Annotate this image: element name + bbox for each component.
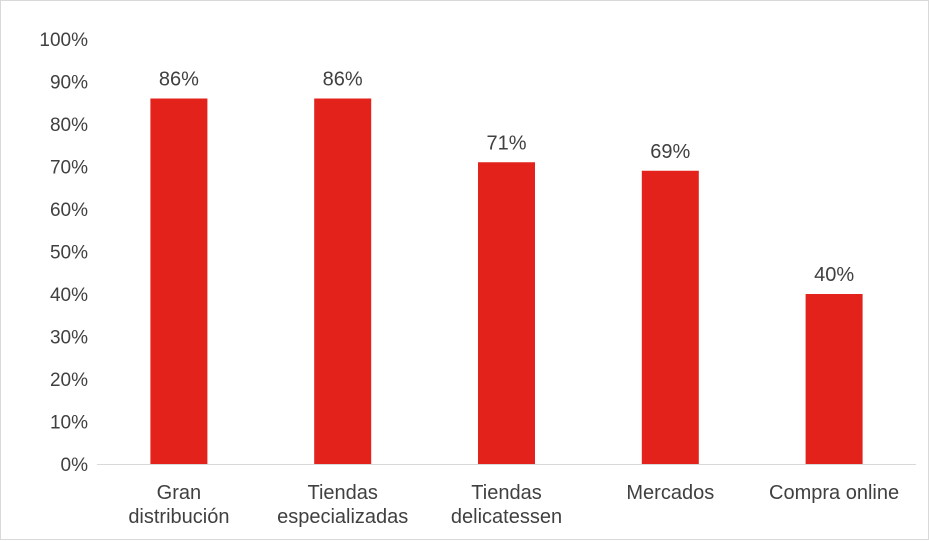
- category-label: Tiendas: [471, 482, 541, 504]
- category-label: Gran: [157, 482, 201, 504]
- category-label: Compra online: [769, 482, 899, 504]
- data-labels: 86% 86% 71% 69% 40%: [159, 69, 854, 287]
- y-tick-label: 70%: [50, 158, 88, 179]
- bar: [478, 162, 535, 464]
- y-tick-label: 20%: [50, 370, 88, 391]
- y-tick-label: 50%: [50, 243, 88, 264]
- bar: [314, 98, 372, 464]
- category-label: Tiendas: [307, 482, 377, 504]
- category-label: delicatessen: [451, 506, 562, 528]
- data-label: 69%: [650, 141, 690, 163]
- y-tick-label: 80%: [50, 115, 88, 136]
- bar: [641, 170, 699, 464]
- y-tick-label: 10%: [50, 413, 88, 434]
- data-label: 86%: [323, 69, 363, 91]
- bar: [805, 294, 863, 464]
- x-axis-labels: GrandistribuciónTiendasespecializadasTie…: [128, 482, 899, 528]
- category-label: especializadas: [277, 506, 408, 528]
- bars: [150, 98, 863, 464]
- category-label: Mercados: [626, 482, 714, 504]
- category-label: distribución: [128, 506, 229, 528]
- y-axis-ticks: 0% 10% 20% 30% 40% 50% 60% 70% 80% 90% 100%: [39, 30, 88, 476]
- data-label: 86%: [159, 69, 199, 91]
- y-tick-label: 90%: [50, 73, 88, 94]
- y-tick-label: 100%: [39, 30, 88, 51]
- data-label: 71%: [486, 132, 526, 154]
- y-tick-label: 60%: [50, 200, 88, 221]
- y-tick-label: 0%: [61, 455, 89, 476]
- data-label: 40%: [814, 264, 854, 286]
- bar: [150, 98, 208, 464]
- y-tick-label: 40%: [50, 285, 88, 306]
- y-tick-label: 30%: [50, 328, 88, 349]
